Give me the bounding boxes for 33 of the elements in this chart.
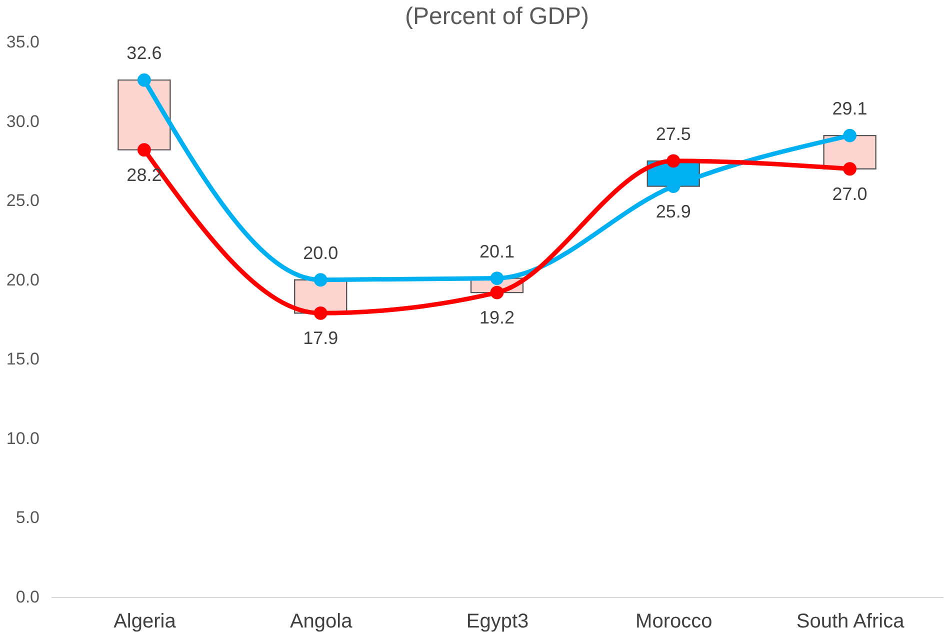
y-tick-label: 10.0 — [6, 428, 40, 448]
point — [137, 73, 151, 87]
data-label: 27.0 — [832, 184, 868, 204]
x-tick-label: Algeria — [114, 610, 177, 632]
point — [314, 273, 328, 287]
point — [314, 306, 328, 320]
chart-title: (Percent of GDP) — [404, 3, 590, 30]
x-tick-label: Egypt3 — [466, 610, 529, 632]
data-label: 17.9 — [303, 328, 338, 348]
point — [490, 272, 504, 285]
point — [843, 162, 857, 176]
data-label: 27.5 — [656, 124, 691, 144]
y-tick-label: 25.0 — [6, 191, 40, 210]
y-tick-label: 5.0 — [16, 508, 40, 528]
y-tick-label: 30.0 — [6, 112, 40, 131]
data-label: 32.6 — [126, 43, 162, 64]
data-label: 29.1 — [832, 98, 868, 119]
point — [843, 128, 857, 142]
y-tick-label: 15.0 — [6, 350, 40, 369]
data-label: 25.9 — [656, 201, 691, 222]
x-tick-label: South Africa — [796, 610, 906, 632]
x-tick-label: Morocco — [636, 610, 712, 632]
data-label: 19.2 — [479, 308, 515, 328]
data-label: 20.0 — [303, 242, 338, 263]
bar — [118, 79, 171, 150]
x-tick-label: Angola — [290, 610, 354, 632]
data-label: 28.2 — [126, 164, 162, 185]
data-label: 20.1 — [479, 241, 515, 262]
y-tick-label: 0.0 — [16, 588, 40, 606]
y-tick-label: 35.0 — [6, 32, 40, 52]
y-tick-label: 20.0 — [6, 270, 40, 290]
point — [137, 143, 151, 157]
point — [666, 154, 680, 168]
